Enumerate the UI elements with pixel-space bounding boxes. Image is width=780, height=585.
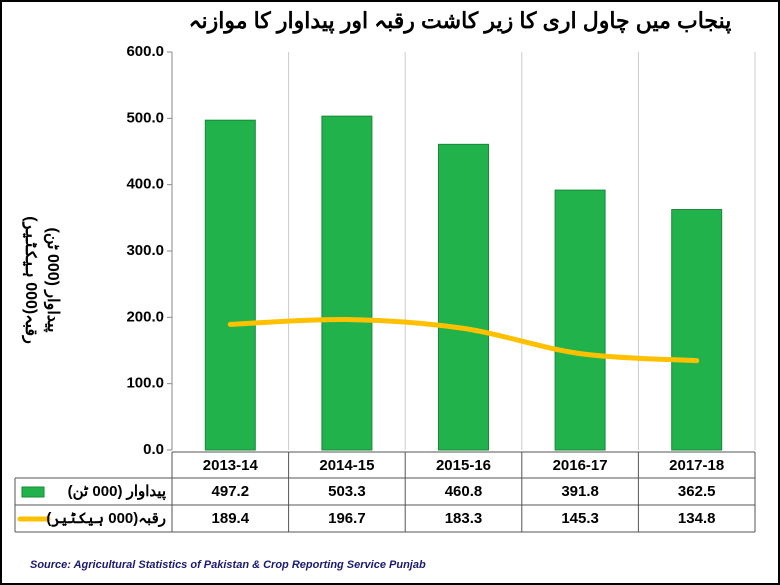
y-tick-label: 400.0 — [126, 176, 164, 193]
table-value: 503.3 — [328, 483, 366, 500]
line — [227, 316, 700, 364]
table-value: 362.5 — [678, 483, 716, 500]
table-value: 196.7 — [328, 510, 366, 527]
table-value: 391.8 — [561, 483, 599, 500]
legend-key — [21, 486, 45, 498]
table-value: 183.3 — [445, 510, 483, 527]
y-tick-label: 300.0 — [126, 242, 164, 259]
y-axis-label: رقبہ(000 ہیکٹیر) — [21, 216, 39, 344]
source: Source: Agricultural Statistics of Pakis… — [30, 559, 426, 571]
bar — [321, 115, 373, 451]
x-tick-label: 2014-15 — [319, 457, 374, 474]
legend-label: پیداوار (000 ٹن) — [68, 483, 166, 501]
table-value: 134.8 — [678, 510, 716, 527]
x-tick-label: 2016-17 — [553, 457, 608, 474]
bar — [554, 189, 606, 451]
y-tick-label: 200.0 — [126, 308, 164, 325]
y-tick-label: 500.0 — [126, 109, 164, 126]
bar — [438, 143, 489, 451]
bar — [671, 209, 723, 451]
x-tick-label: 2015-16 — [436, 457, 491, 474]
table-value: 460.8 — [445, 483, 483, 500]
x-tick-label: 2013-14 — [203, 457, 259, 474]
y-tick-label: 100.0 — [126, 375, 164, 392]
bar — [204, 119, 256, 451]
y-axis-label: پیداوار (000 ٹن) — [43, 228, 61, 333]
y-tick-label: 600.0 — [126, 43, 164, 60]
legend-label: رقبہ(000 ہیکٹیر) — [46, 510, 166, 527]
table-value: 145.3 — [561, 510, 599, 527]
y-tick-label: 0.0 — [143, 441, 164, 458]
chart-title: پنجاب میں چاول اری کا زیر کاشت رقبہ اور … — [189, 8, 732, 35]
table-value: 189.4 — [212, 510, 250, 527]
x-tick-label: 2017-18 — [669, 457, 724, 474]
table-value: 497.2 — [212, 483, 250, 500]
